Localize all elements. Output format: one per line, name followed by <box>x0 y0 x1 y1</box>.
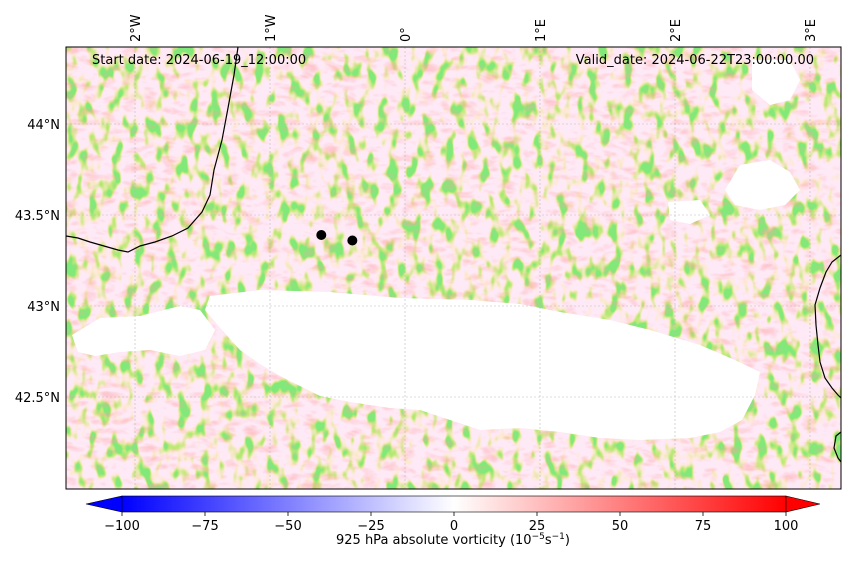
colorbar-label-mid: s <box>545 533 552 548</box>
coastline-atlantic <box>66 47 239 253</box>
colorbar-label: 925 hPa absolute vorticity (10−5s−1) <box>336 532 570 548</box>
lat-tick-label: 43°N <box>27 300 60 315</box>
terrain-mask-ne <box>725 160 800 210</box>
colorbar-ticks: −100 −75 −50 −25 0 25 50 75 100 <box>104 512 798 534</box>
lon-tick-label: 3°E <box>804 19 819 42</box>
latitude-tick-labels: 44°N 43.5°N 43°N 42.5°N <box>15 118 60 406</box>
gridlines <box>66 47 841 489</box>
colorbar-tick-label: 0 <box>450 519 458 534</box>
terrain-mask-ne2 <box>752 60 800 105</box>
colorbar-label-exp1: −5 <box>532 532 545 542</box>
location-marker <box>316 230 327 241</box>
colorbar-extend-low <box>85 495 123 513</box>
colorbar-label-exp2: −1 <box>552 532 565 542</box>
valid-date-label: Valid_date: 2024-06-22T23:00:00.00 <box>576 53 814 68</box>
colorbar-tick-label: −100 <box>104 519 140 534</box>
lon-tick-label: 1°E <box>534 19 549 42</box>
lat-tick-label: 44°N <box>27 118 60 133</box>
colorbar-extend-high <box>785 495 821 513</box>
coastline-mediterranean <box>814 254 841 399</box>
colorbar: −100 −75 −50 −25 0 25 50 75 100 925 hPa absolute… <box>85 495 821 548</box>
lat-tick-label: 42.5°N <box>15 391 60 406</box>
terrain-mask-mid <box>668 200 710 224</box>
colorbar-label-close: ) <box>565 533 570 548</box>
coastline-mediterranean-2 <box>833 431 841 463</box>
colorbar-tick-label: 50 <box>612 519 629 534</box>
lon-tick-label: 2°E <box>669 19 684 42</box>
lon-tick-label: 2°W <box>129 14 144 42</box>
colorbar-tick-label: −25 <box>357 519 384 534</box>
terrain-mask-west <box>72 306 215 356</box>
longitude-tick-labels: 2°W 1°W 0° 1°E 2°E 3°E <box>129 14 819 42</box>
location-marker <box>347 235 358 246</box>
colorbar-tick-label: 25 <box>529 519 546 534</box>
start-date-label: Start date: 2024-06-19_12:00:00 <box>92 53 306 68</box>
terrain-mask-pyrenees <box>205 290 760 440</box>
colorbar-tick-label: 75 <box>695 519 712 534</box>
lat-tick-label: 43.5°N <box>15 209 60 224</box>
lon-tick-label: 0° <box>399 27 414 42</box>
lon-tick-label: 1°W <box>264 14 279 42</box>
location-markers <box>316 230 358 246</box>
map-frame <box>65 46 842 490</box>
colorbar-tick-label: −50 <box>274 519 301 534</box>
colorbar-tick-label: 100 <box>774 519 799 534</box>
colorbar-label-text: 925 hPa absolute vorticity (10 <box>336 533 532 548</box>
colorbar-body <box>121 495 787 513</box>
map-panel: Start date: 2024-06-19_12:00:00 Valid_da… <box>66 47 841 489</box>
colorbar-tick-label: −75 <box>191 519 218 534</box>
